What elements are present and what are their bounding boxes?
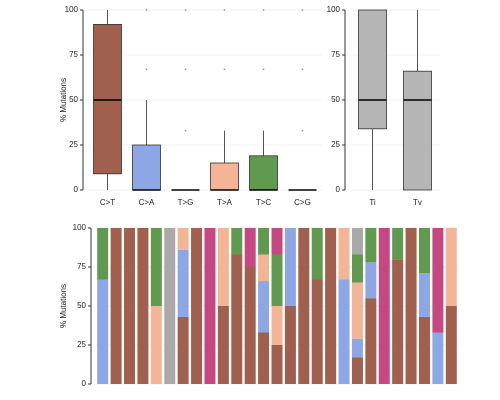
bar-segment — [137, 228, 149, 384]
y-tick-label: 100 — [327, 5, 341, 14]
box — [403, 70, 432, 191]
bar-segment — [150, 306, 162, 384]
box — [249, 155, 278, 191]
bar-segment — [231, 254, 243, 384]
bar-segment — [405, 228, 417, 384]
y-tick-label: 25 — [69, 140, 78, 149]
outlier — [301, 129, 304, 132]
bar-segment — [191, 228, 203, 384]
y-axis-label: % Mutations — [59, 78, 68, 122]
bar-segment — [258, 332, 270, 384]
bar-segment — [392, 228, 404, 260]
outlier — [223, 68, 226, 71]
bar-segment — [432, 332, 444, 384]
bar-segment — [378, 228, 390, 384]
bar-segment — [445, 306, 457, 384]
bar-segment — [271, 345, 283, 384]
bar-segment — [97, 228, 109, 280]
box — [210, 162, 239, 191]
bar-segment — [351, 254, 363, 283]
bar-segment — [351, 357, 363, 384]
x-tick-label: T>C — [256, 198, 272, 207]
bar-segment — [311, 228, 323, 280]
bar-segment — [418, 273, 430, 317]
outlier — [301, 9, 304, 11]
bar-segment — [351, 338, 363, 358]
box — [358, 9, 387, 130]
bar-segment — [284, 306, 296, 384]
bar-segment — [418, 316, 430, 384]
bar-segment — [325, 228, 337, 384]
outlier — [223, 9, 226, 11]
y-axis-label: % Mutations — [59, 284, 68, 328]
bar-segment — [311, 279, 323, 384]
bar-segment — [258, 281, 270, 333]
bar-segment — [298, 228, 310, 384]
bar-segment — [258, 228, 270, 255]
bar-segment — [365, 262, 377, 299]
outlier — [145, 9, 148, 11]
outlier — [145, 68, 148, 71]
bar-segment — [418, 228, 430, 274]
y-tick-label: 75 — [331, 50, 340, 59]
outlier — [184, 9, 187, 11]
bar-segment — [338, 279, 350, 384]
y-tick-label: 75 — [77, 262, 86, 271]
outlier — [184, 68, 187, 71]
bar-segment — [271, 306, 283, 345]
bar-segment — [204, 228, 216, 384]
x-tick-label: Ti — [369, 198, 376, 207]
x-tick-label: Tv — [413, 198, 422, 207]
bar-segment — [392, 259, 404, 384]
y-tick-label: 50 — [69, 95, 78, 104]
box — [132, 144, 161, 191]
bar-segment — [365, 298, 377, 384]
bar-segment — [284, 228, 296, 306]
bar-segment — [244, 228, 256, 267]
bar-segment — [271, 228, 283, 255]
bar-segment — [217, 306, 229, 384]
bar-segment — [110, 228, 122, 384]
y-tick-label: 75 — [69, 50, 78, 59]
x-tick-label: C>G — [294, 198, 311, 207]
bar-segment — [97, 279, 109, 384]
bar-segment — [177, 249, 189, 317]
y-tick-label: 0 — [336, 185, 341, 194]
y-tick-label: 0 — [82, 379, 87, 388]
x-tick-label: T>A — [217, 198, 233, 207]
bar-segment — [124, 228, 136, 384]
bar-segment — [432, 228, 444, 333]
y-tick-label: 50 — [331, 95, 340, 104]
x-tick-label: T>G — [178, 198, 194, 207]
y-tick-label: 100 — [65, 5, 79, 14]
x-tick-label: C>A — [139, 198, 155, 207]
y-tick-label: 0 — [74, 185, 79, 194]
bar-segment — [445, 228, 457, 306]
outlier — [262, 9, 265, 11]
outlier — [301, 68, 304, 71]
bar-segment — [150, 228, 162, 306]
y-tick-label: 100 — [73, 223, 87, 232]
y-tick-label: 50 — [77, 301, 86, 310]
bar-segment — [177, 316, 189, 384]
outlier — [184, 129, 187, 132]
y-tick-label: 25 — [77, 340, 86, 349]
bar-segment — [177, 228, 189, 250]
bar-segment — [217, 228, 229, 306]
bar-segment — [271, 254, 283, 306]
outlier — [262, 68, 265, 71]
bar-segment — [164, 228, 176, 384]
bar-segment — [258, 254, 270, 282]
bar-segment — [365, 228, 377, 263]
y-tick-label: 25 — [331, 140, 340, 149]
bar-segment — [244, 267, 256, 384]
bar-segment — [351, 228, 363, 255]
box — [93, 23, 122, 175]
bar-segment — [351, 282, 363, 339]
bar-segment — [338, 228, 350, 280]
x-tick-label: C>T — [100, 198, 115, 207]
bar-segment — [231, 228, 243, 255]
